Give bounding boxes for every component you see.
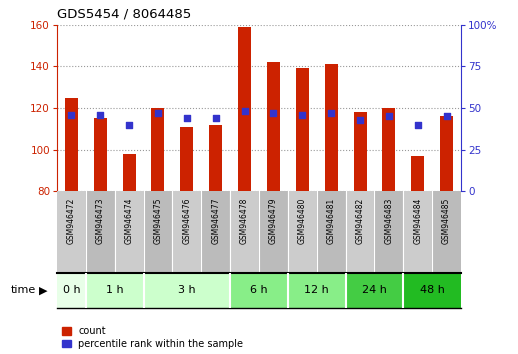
Text: 3 h: 3 h: [178, 285, 196, 295]
Text: 6 h: 6 h: [250, 285, 268, 295]
Text: time: time: [10, 285, 36, 295]
Bar: [94, 118, 107, 191]
Bar: [288, 191, 316, 273]
Text: GSM946478: GSM946478: [240, 198, 249, 244]
Point: [154, 110, 162, 116]
Bar: [288, 273, 346, 308]
Text: 12 h: 12 h: [305, 285, 329, 295]
Bar: [202, 191, 230, 273]
Bar: [230, 273, 288, 308]
Text: 0 h: 0 h: [63, 285, 80, 295]
Bar: [86, 191, 114, 273]
Bar: [432, 191, 461, 273]
Legend: count, percentile rank within the sample: count, percentile rank within the sample: [62, 326, 243, 349]
Text: GSM946482: GSM946482: [355, 198, 365, 244]
Bar: [411, 156, 424, 191]
Text: GSM946473: GSM946473: [96, 198, 105, 244]
Bar: [238, 27, 251, 191]
Bar: [259, 191, 288, 273]
Text: GSM946479: GSM946479: [269, 198, 278, 244]
Text: ▶: ▶: [39, 285, 47, 295]
Bar: [57, 273, 86, 308]
Text: GSM946483: GSM946483: [384, 198, 393, 244]
Bar: [123, 154, 136, 191]
Text: GSM946472: GSM946472: [67, 198, 76, 244]
Bar: [180, 127, 193, 191]
Point: [269, 110, 278, 116]
Bar: [346, 191, 375, 273]
Bar: [209, 125, 222, 191]
Bar: [143, 191, 172, 273]
Bar: [114, 191, 143, 273]
Bar: [230, 191, 259, 273]
Bar: [440, 116, 453, 191]
Bar: [296, 68, 309, 191]
Bar: [316, 191, 346, 273]
Text: GSM946476: GSM946476: [182, 198, 191, 244]
Bar: [325, 64, 338, 191]
Bar: [151, 108, 165, 191]
Bar: [404, 273, 461, 308]
Bar: [172, 191, 202, 273]
Point: [442, 113, 451, 119]
Bar: [375, 191, 404, 273]
Bar: [65, 98, 78, 191]
Bar: [404, 191, 432, 273]
Point: [413, 122, 422, 127]
Bar: [57, 191, 86, 273]
Bar: [267, 62, 280, 191]
Bar: [382, 108, 395, 191]
Point: [125, 122, 133, 127]
Text: 48 h: 48 h: [420, 285, 444, 295]
Text: GSM946484: GSM946484: [413, 198, 422, 244]
Point: [356, 117, 364, 122]
Point: [96, 112, 105, 118]
Text: GSM946475: GSM946475: [153, 198, 163, 244]
Text: GSM946481: GSM946481: [327, 198, 336, 244]
Text: GSM946477: GSM946477: [211, 198, 220, 244]
Bar: [143, 273, 230, 308]
Point: [67, 112, 76, 118]
Bar: [86, 273, 143, 308]
Text: GDS5454 / 8064485: GDS5454 / 8064485: [57, 8, 191, 21]
Text: 1 h: 1 h: [106, 285, 123, 295]
Point: [385, 113, 393, 119]
Point: [240, 108, 249, 114]
Point: [298, 112, 307, 118]
Text: 24 h: 24 h: [362, 285, 387, 295]
Bar: [353, 112, 367, 191]
Bar: [346, 273, 404, 308]
Text: GSM946480: GSM946480: [298, 198, 307, 244]
Point: [327, 110, 335, 116]
Point: [211, 115, 220, 121]
Text: GSM946485: GSM946485: [442, 198, 451, 244]
Text: GSM946474: GSM946474: [125, 198, 134, 244]
Point: [183, 115, 191, 121]
